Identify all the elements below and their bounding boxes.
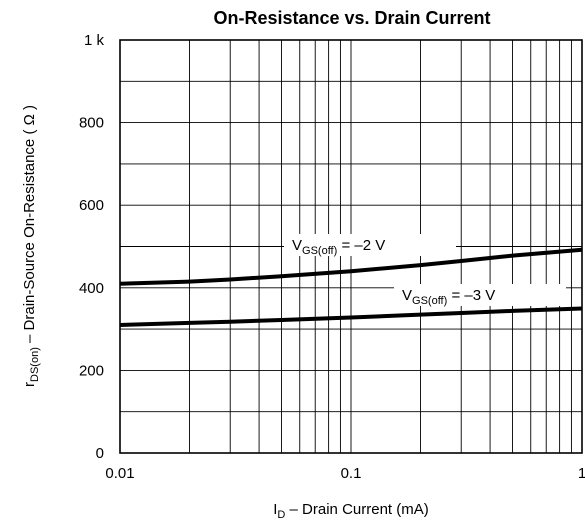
- y-tick-label: 600: [79, 197, 104, 214]
- y-tick-label: 1 k: [84, 32, 105, 49]
- y-tick-label: 400: [79, 280, 104, 297]
- series-labels: VGS(off) = –2 V VGS(off) = –3 V: [284, 234, 566, 307]
- series-label-1: VGS(off) = –2 V: [292, 237, 385, 257]
- y-axis-label: rDS(on) – Drain-Source On-Resistance ( Ω…: [21, 105, 41, 387]
- y-tick-label: 200: [79, 362, 104, 379]
- x-tick-label: 0.01: [105, 465, 134, 482]
- x-tick-label: 1: [578, 465, 585, 482]
- y-tick-label: 0: [96, 445, 104, 462]
- series-line-2: [119, 306, 583, 327]
- series-lines: [119, 247, 583, 327]
- x-tick-labels: 0.01 0.1 1: [105, 465, 585, 482]
- chart-title: On-Resistance vs. Drain Current: [213, 8, 490, 28]
- series-line-1: [119, 247, 583, 286]
- plot-frame: [119, 39, 583, 454]
- series-label-background: [394, 284, 566, 306]
- series-label-2: VGS(off) = –3 V: [402, 287, 495, 307]
- series-label-background: [284, 234, 456, 256]
- y-tick-labels: 0 200 400 600 800 1 k: [79, 32, 105, 462]
- x-axis-label: ID – Drain Current (mA): [273, 501, 429, 521]
- y-tick-label: 800: [79, 115, 104, 132]
- x-tick-label: 0.1: [341, 465, 362, 482]
- grid: [120, 40, 582, 453]
